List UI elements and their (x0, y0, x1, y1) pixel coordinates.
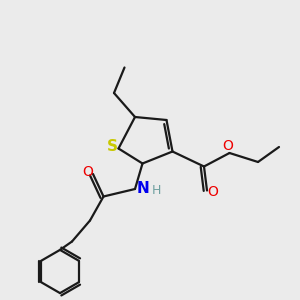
Text: O: O (82, 165, 93, 178)
Text: S: S (106, 139, 117, 154)
Text: H: H (152, 184, 161, 197)
Text: O: O (223, 140, 233, 153)
Text: N: N (136, 181, 149, 196)
Text: O: O (207, 185, 218, 199)
